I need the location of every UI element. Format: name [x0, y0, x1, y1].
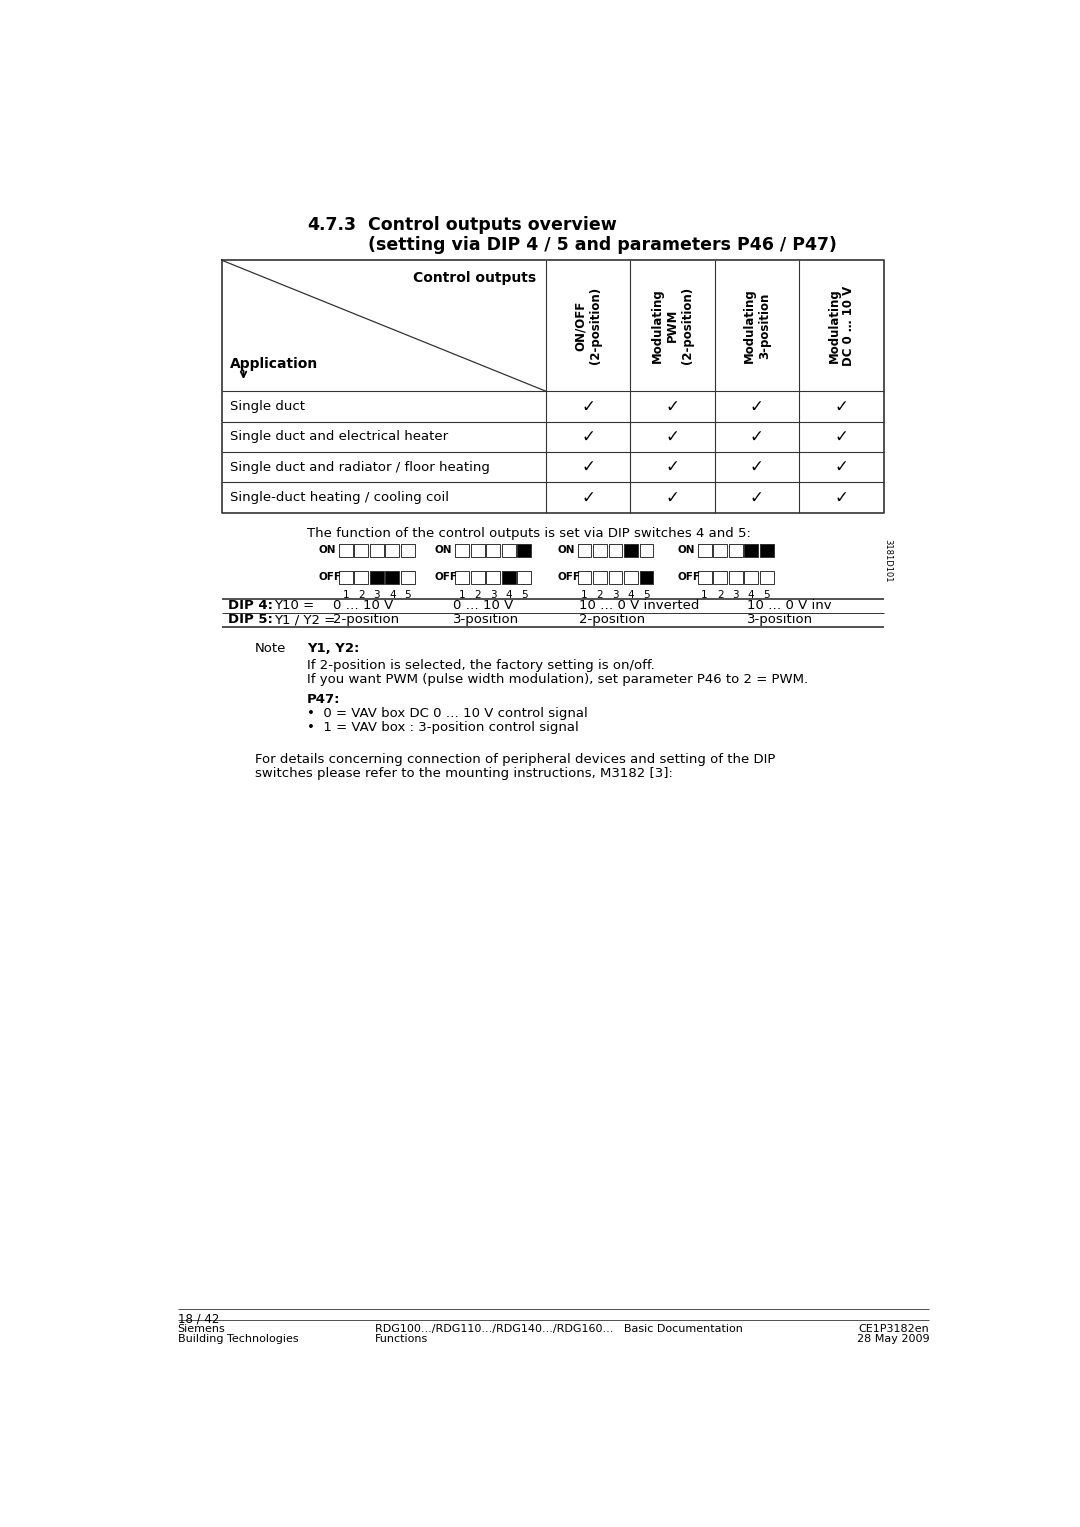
Text: DIP 5:: DIP 5: — [228, 614, 273, 626]
Text: ✓: ✓ — [835, 397, 849, 415]
Text: Y10 =: Y10 = — [274, 600, 314, 612]
Text: OFF: OFF — [319, 573, 341, 582]
Text: 3: 3 — [489, 589, 497, 600]
Text: Note: Note — [255, 643, 286, 655]
Text: If you want PWM (pulse width modulation), set parameter P46 to 2 = PWM.: If you want PWM (pulse width modulation)… — [307, 673, 808, 686]
Text: ✓: ✓ — [581, 397, 595, 415]
Text: Functions: Functions — [375, 1335, 429, 1344]
Text: ✓: ✓ — [581, 428, 595, 446]
Text: ✓: ✓ — [835, 458, 849, 476]
Text: 5: 5 — [644, 589, 650, 600]
Text: 3: 3 — [732, 589, 739, 600]
Text: 5: 5 — [521, 589, 527, 600]
Text: Building Technologies: Building Technologies — [177, 1335, 298, 1344]
Text: Single duct and electrical heater: Single duct and electrical heater — [230, 431, 448, 443]
Text: •  0 = VAV box DC 0 … 10 V control signal: • 0 = VAV box DC 0 … 10 V control signal — [307, 707, 588, 719]
Text: 2: 2 — [596, 589, 604, 600]
Text: Single duct and radiator / floor heating: Single duct and radiator / floor heating — [230, 461, 489, 473]
Text: P47:: P47: — [307, 693, 340, 705]
Text: 3: 3 — [612, 589, 619, 600]
Bar — [624, 544, 638, 557]
Text: ✓: ✓ — [750, 397, 764, 415]
Text: 4: 4 — [627, 589, 634, 600]
Text: ✓: ✓ — [750, 458, 764, 476]
Text: 2: 2 — [357, 589, 365, 600]
Text: 4: 4 — [505, 589, 512, 600]
Text: ✓: ✓ — [665, 428, 679, 446]
Text: 5: 5 — [405, 589, 411, 600]
Text: ON: ON — [557, 545, 575, 556]
Text: ON: ON — [319, 545, 336, 556]
Text: Control outputs overview: Control outputs overview — [367, 215, 617, 234]
Text: ✓: ✓ — [835, 489, 849, 507]
Text: 28 May 2009: 28 May 2009 — [856, 1335, 930, 1344]
Text: 0 … 10 V: 0 … 10 V — [333, 600, 393, 612]
Text: 4.7.3: 4.7.3 — [307, 215, 356, 234]
Bar — [517, 544, 531, 557]
Text: ✓: ✓ — [581, 489, 595, 507]
Text: Siemens: Siemens — [177, 1324, 226, 1333]
Text: 1: 1 — [459, 589, 465, 600]
Text: 3: 3 — [374, 589, 380, 600]
Text: ✓: ✓ — [665, 397, 679, 415]
Text: 10 … 0 V inv: 10 … 0 V inv — [747, 600, 832, 612]
Bar — [386, 571, 400, 585]
Text: 2: 2 — [717, 589, 724, 600]
Text: 1: 1 — [342, 589, 349, 600]
Text: ✓: ✓ — [750, 489, 764, 507]
Text: 2-position: 2-position — [333, 614, 399, 626]
Text: Y1, Y2:: Y1, Y2: — [307, 643, 360, 655]
Bar — [639, 571, 653, 585]
Text: Single-duct heating / cooling coil: Single-duct heating / cooling coil — [230, 492, 448, 504]
Text: Modulating
PWM
(2-position): Modulating PWM (2-position) — [651, 287, 694, 365]
Text: 1: 1 — [701, 589, 707, 600]
Text: DIP 4:: DIP 4: — [228, 600, 273, 612]
Text: Modulating
3-position: Modulating 3-position — [743, 289, 771, 363]
Text: ✓: ✓ — [581, 458, 595, 476]
Text: (setting via DIP 4 / 5 and parameters P46 / P47): (setting via DIP 4 / 5 and parameters P4… — [367, 235, 836, 253]
Text: RDG100.../RDG110.../RDG140.../RDG160...   Basic Documentation: RDG100.../RDG110.../RDG140.../RDG160... … — [375, 1324, 743, 1333]
Text: 1: 1 — [581, 589, 588, 600]
Text: 3-position: 3-position — [453, 614, 518, 626]
Text: 4: 4 — [389, 589, 395, 600]
Text: If 2-position is selected, the factory setting is on/off.: If 2-position is selected, the factory s… — [307, 660, 654, 672]
Text: 4: 4 — [747, 589, 755, 600]
Text: OFF: OFF — [557, 573, 580, 582]
Text: OFF: OFF — [435, 573, 458, 582]
Text: 3181D101: 3181D101 — [883, 539, 893, 582]
Text: 5: 5 — [764, 589, 770, 600]
Text: •  1 = VAV box : 3-position control signal: • 1 = VAV box : 3-position control signa… — [307, 721, 579, 733]
Text: ✓: ✓ — [750, 428, 764, 446]
Text: Single duct: Single duct — [230, 400, 305, 412]
Text: switches please refer to the mounting instructions, M3182 [3]:: switches please refer to the mounting in… — [255, 767, 673, 780]
Bar — [369, 571, 383, 585]
Text: Control outputs: Control outputs — [414, 270, 537, 286]
Text: 3-position: 3-position — [747, 614, 813, 626]
Text: ✓: ✓ — [665, 489, 679, 507]
Text: 0 … 10 V: 0 … 10 V — [453, 600, 513, 612]
Text: OFF: OFF — [677, 573, 701, 582]
Bar — [744, 544, 758, 557]
Text: ✓: ✓ — [665, 458, 679, 476]
Bar — [759, 544, 773, 557]
Text: 2-position: 2-position — [579, 614, 645, 626]
Text: 10 … 0 V inverted: 10 … 0 V inverted — [579, 600, 700, 612]
Text: 18 / 42: 18 / 42 — [177, 1312, 219, 1325]
Text: ✓: ✓ — [835, 428, 849, 446]
Text: CE1P3182en: CE1P3182en — [859, 1324, 930, 1333]
Text: Modulating
DC 0 … 10 V: Modulating DC 0 … 10 V — [827, 286, 855, 366]
Text: Application: Application — [230, 357, 318, 371]
Text: 2: 2 — [474, 589, 481, 600]
Text: ON: ON — [435, 545, 453, 556]
Text: The function of the control outputs is set via DIP switches 4 and 5:: The function of the control outputs is s… — [307, 527, 751, 541]
Text: ON/OFF
(2-position): ON/OFF (2-position) — [573, 287, 602, 365]
Bar — [501, 571, 515, 585]
Text: ON: ON — [677, 545, 696, 556]
Text: Y1 / Y2 =: Y1 / Y2 = — [274, 614, 336, 626]
Text: For details concerning connection of peripheral devices and setting of the DIP: For details concerning connection of per… — [255, 753, 775, 767]
